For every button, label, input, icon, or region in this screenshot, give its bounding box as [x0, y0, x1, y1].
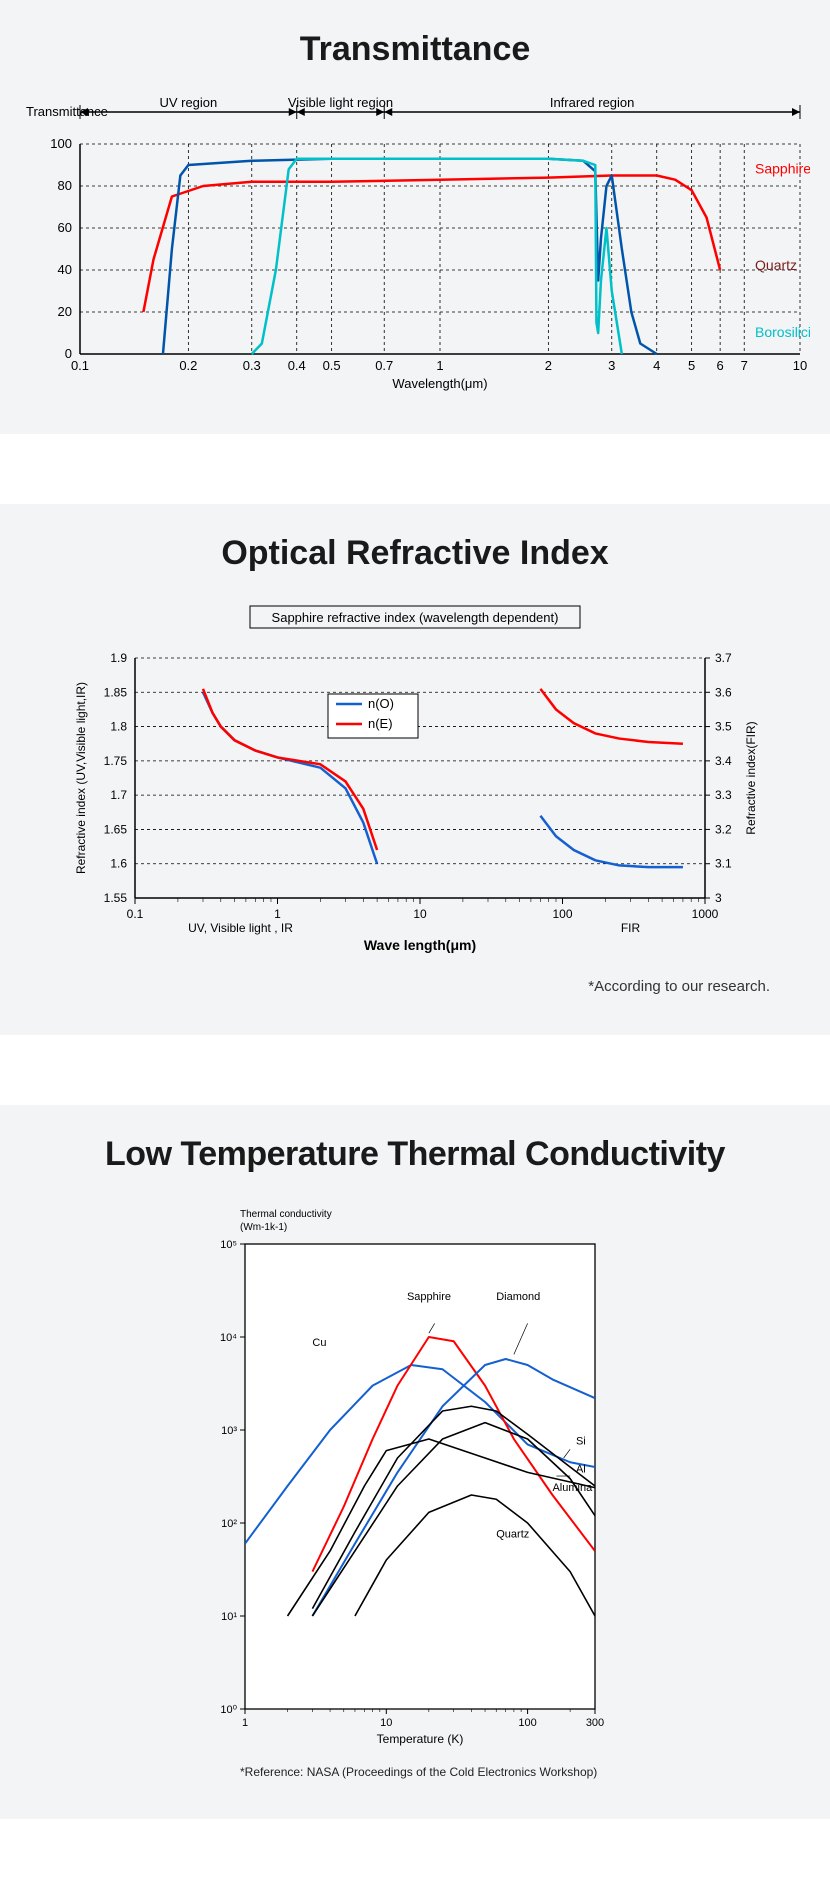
svg-text:Wavelength(μm): Wavelength(μm) [392, 376, 487, 391]
chart3-title: Low Temperature Thermal Conductivity [20, 1135, 810, 1174]
svg-text:3.5: 3.5 [715, 720, 732, 734]
svg-text:Infrared region: Infrared region [550, 95, 635, 110]
svg-text:n(E): n(E) [368, 716, 393, 731]
svg-text:10⁴: 10⁴ [220, 1332, 237, 1344]
svg-text:Temperature (K): Temperature (K) [377, 1732, 464, 1746]
svg-text:3.3: 3.3 [715, 788, 732, 802]
svg-text:1.65: 1.65 [104, 822, 128, 836]
conductivity-chart: Thermal conductivity (Wm-1k-1) 1 10 100 300 10… [175, 1199, 655, 1759]
svg-text:100: 100 [552, 907, 572, 921]
svg-text:3.4: 3.4 [715, 754, 732, 768]
svg-text:4: 4 [653, 358, 660, 373]
svg-text:Alumina: Alumina [552, 1482, 593, 1494]
svg-text:Sapphire: Sapphire [755, 160, 810, 176]
svg-text:Refractive index (UV,Visible l: Refractive index (UV,Visible light,IR) [74, 682, 88, 874]
svg-text:Sapphire: Sapphire [407, 1291, 451, 1303]
conductivity-section: Low Temperature Thermal Conductivity The… [0, 1105, 830, 1819]
svg-text:3.2: 3.2 [715, 822, 732, 836]
svg-text:0: 0 [65, 346, 72, 361]
svg-text:1.6: 1.6 [110, 857, 127, 871]
svg-text:5: 5 [688, 358, 695, 373]
svg-text:2: 2 [545, 358, 552, 373]
svg-text:UV, Visible light , IR: UV, Visible light , IR [188, 921, 293, 935]
svg-text:1: 1 [274, 907, 281, 921]
svg-text:Quartz: Quartz [496, 1528, 529, 1540]
svg-text:0.4: 0.4 [288, 358, 306, 373]
refractive-section: Optical Refractive Index Sapphire refrac… [0, 504, 830, 1035]
svg-text:Refractive index(FIR): Refractive index(FIR) [744, 721, 758, 834]
svg-text:0.5: 0.5 [323, 358, 341, 373]
svg-text:Cu: Cu [312, 1337, 326, 1349]
svg-text:Diamond: Diamond [496, 1291, 540, 1303]
chart2-title: Optical Refractive Index [20, 534, 810, 573]
chart1-title: Transmittance [20, 30, 810, 69]
svg-text:0.1: 0.1 [127, 907, 144, 921]
svg-text:100: 100 [50, 136, 72, 151]
svg-text:1.8: 1.8 [110, 720, 127, 734]
svg-text:10⁵: 10⁵ [220, 1239, 237, 1251]
svg-text:0.2: 0.2 [179, 358, 197, 373]
transmittance-section: Transmittance TransmittanceUV regionVisi… [0, 0, 830, 434]
svg-text:Al: Al [576, 1463, 586, 1475]
chart2-footnote: *According to our research. [20, 978, 810, 995]
svg-text:Sapphire refractive index (wav: Sapphire refractive index (wavelength de… [272, 610, 559, 625]
svg-text:100: 100 [518, 1717, 536, 1729]
svg-text:1.7: 1.7 [110, 788, 127, 802]
svg-text:300: 300 [586, 1717, 604, 1729]
svg-text:1.75: 1.75 [104, 754, 128, 768]
refractive-chart: Sapphire refractive index (wavelength de… [65, 598, 765, 968]
svg-text:1.85: 1.85 [104, 685, 128, 699]
svg-text:Wave length(μm): Wave length(μm) [364, 937, 476, 953]
svg-text:60: 60 [58, 220, 72, 235]
svg-text:FIR: FIR [621, 921, 641, 935]
svg-text:Quartz: Quartz [755, 257, 797, 273]
svg-text:10²: 10² [221, 1518, 237, 1530]
svg-text:10³: 10³ [221, 1425, 237, 1437]
svg-text:10: 10 [793, 358, 807, 373]
transmittance-chart: TransmittanceUV regionVisible light regi… [20, 94, 810, 394]
svg-text:6: 6 [717, 358, 724, 373]
svg-text:(Wm-1k-1): (Wm-1k-1) [240, 1222, 287, 1233]
svg-text:40: 40 [58, 262, 72, 277]
svg-text:1.9: 1.9 [110, 651, 127, 665]
svg-text:10⁰: 10⁰ [220, 1704, 237, 1716]
svg-text:3: 3 [608, 358, 615, 373]
svg-text:20: 20 [58, 304, 72, 319]
svg-text:0.1: 0.1 [71, 358, 89, 373]
svg-text:3: 3 [715, 891, 722, 905]
svg-text:7: 7 [741, 358, 748, 373]
svg-text:1: 1 [436, 358, 443, 373]
svg-text:n(O): n(O) [368, 696, 394, 711]
svg-text:Borosilicic Glass: Borosilicic Glass [755, 324, 810, 340]
svg-text:10: 10 [380, 1717, 392, 1729]
svg-text:0.3: 0.3 [243, 358, 261, 373]
svg-text:UV region: UV region [159, 95, 217, 110]
svg-text:0.7: 0.7 [375, 358, 393, 373]
svg-text:1000: 1000 [692, 907, 719, 921]
svg-text:10: 10 [413, 907, 427, 921]
svg-text:1.55: 1.55 [104, 891, 128, 905]
chart3-reference: *Reference: NASA (Proceedings of the Col… [240, 1765, 655, 1779]
svg-text:Thermal conductivity: Thermal conductivity [240, 1209, 332, 1220]
svg-text:10¹: 10¹ [221, 1611, 237, 1623]
svg-text:Visible light region: Visible light region [288, 95, 393, 110]
svg-text:80: 80 [58, 178, 72, 193]
svg-text:3.7: 3.7 [715, 651, 732, 665]
svg-text:3.1: 3.1 [715, 857, 732, 871]
svg-text:3.6: 3.6 [715, 685, 732, 699]
svg-text:Si: Si [576, 1435, 586, 1447]
svg-text:1: 1 [242, 1717, 248, 1729]
